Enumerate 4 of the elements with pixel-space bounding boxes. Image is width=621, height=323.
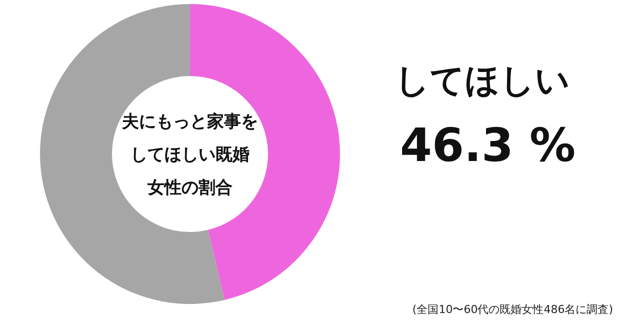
slice-label: してほしい [395,60,570,103]
data-label: 46.3 % [400,118,576,172]
chart-title: 夫にもっと家事をしてほしい既婚女性の割合 [122,112,258,198]
text: (全国10〜60代の既婚女性486名に調査) [412,302,613,317]
